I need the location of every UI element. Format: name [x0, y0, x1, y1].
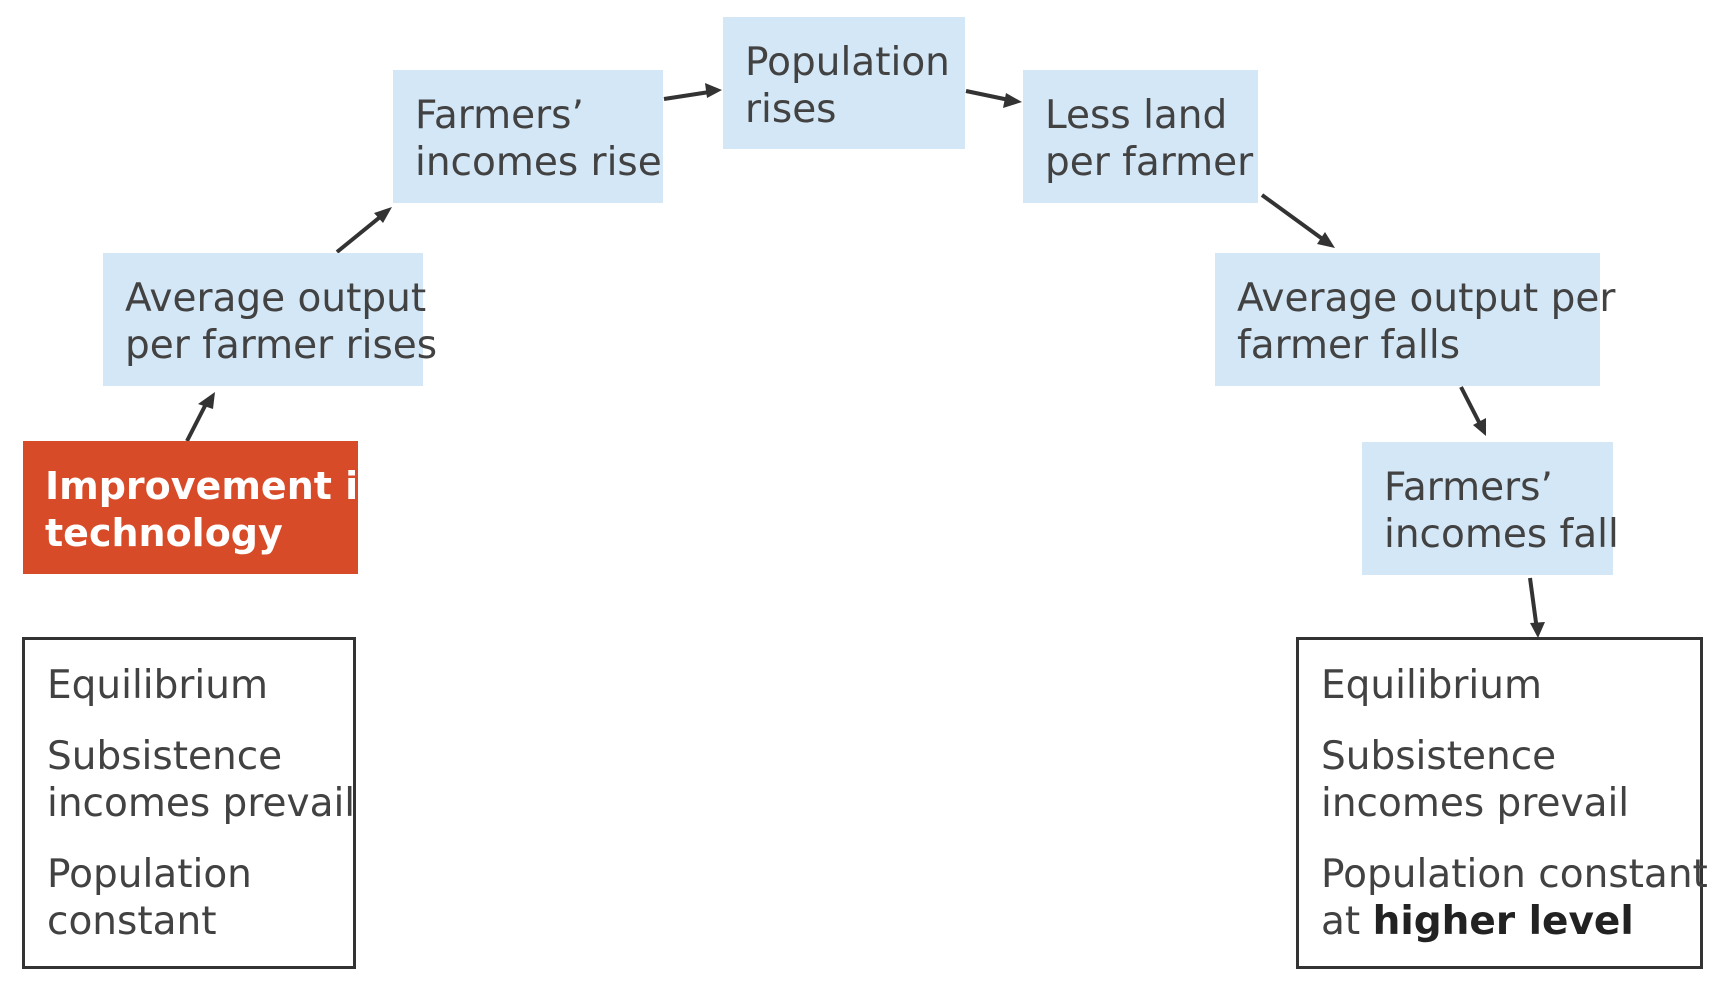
arrow-output-falls-to-incomes-fall — [1459, 386, 1484, 429]
step-incomes-rise-line-2: incomes rise — [415, 140, 662, 185]
step-incomes-rise-box: Farmers’ incomes rise — [393, 70, 663, 203]
spacer — [1321, 827, 1680, 851]
arrowhead-4 — [1003, 93, 1022, 108]
equilibrium-left-population-2: constant — [47, 899, 217, 944]
step-incomes-fall-line-2: incomes fall — [1384, 512, 1619, 557]
step-incomes-rise-line-1: Farmers’ — [415, 93, 584, 138]
equilibrium-right-subsistence-1: Subsistence — [1321, 734, 1557, 779]
step-less-land-line-2: per farmer — [1045, 140, 1254, 185]
step-output-rises-box: Average output per farmer rises — [103, 253, 438, 386]
step-less-land-box: Less land per farmer — [1023, 70, 1258, 203]
step-population-rises-box: Population rises — [723, 17, 965, 149]
trigger-line-2: technology — [45, 511, 283, 555]
trigger-line-1: Improvement in — [45, 464, 386, 508]
step-incomes-fall-box: Farmers’ incomes fall — [1362, 442, 1619, 575]
equilibrium-right-box: Equilibrium Subsistence incomes prevail … — [1296, 637, 1708, 969]
equilibrium-left-population-1: Population — [47, 852, 252, 897]
arrowhead-5 — [1317, 232, 1335, 248]
arrowhead-6 — [1473, 418, 1486, 436]
spacer — [1321, 709, 1680, 733]
step-population-rises-line-1: Population — [745, 40, 950, 85]
step-population-rises-line-2: rises — [745, 87, 837, 132]
arrow-land-to-output-falls — [1260, 193, 1330, 245]
equilibrium-right-population-1: Population constant — [1321, 852, 1708, 897]
equilibrium-left-subsistence-1: Subsistence — [47, 734, 283, 779]
step-output-falls-line-1: Average output per — [1237, 276, 1616, 321]
arrow-output-to-incomes — [335, 211, 387, 254]
equilibrium-right-title: Equilibrium — [1321, 663, 1542, 708]
arrowhead-1 — [198, 392, 215, 409]
step-output-rises-line-2: per farmer rises — [125, 323, 438, 368]
step-output-falls-line-2: farmer falls — [1237, 323, 1461, 368]
step-less-land-line-1: Less land — [1045, 93, 1228, 138]
equilibrium-right-population-emphasis: higher level — [1372, 899, 1634, 944]
equilibrium-left-subsistence-2: incomes prevail — [47, 781, 356, 826]
equilibrium-right-population-2: at higher level — [1321, 898, 1680, 945]
arrowhead-7 — [1530, 622, 1545, 638]
equilibrium-left-title: Equilibrium — [47, 663, 268, 708]
equilibrium-left-box: Equilibrium Subsistence incomes prevail … — [22, 637, 356, 969]
spacer — [47, 709, 333, 733]
arrowhead-2 — [374, 207, 392, 223]
arrowhead-3 — [705, 83, 722, 98]
spacer — [47, 827, 333, 851]
equilibrium-right-population-prefix: at — [1321, 899, 1373, 944]
equilibrium-right-subsistence-2: incomes prevail — [1321, 781, 1630, 826]
step-output-falls-box: Average output per farmer falls — [1215, 253, 1616, 386]
arrow-technology-to-output — [185, 399, 210, 442]
trigger-technology-box: Improvement in technology — [23, 441, 386, 574]
step-output-rises-line-1: Average output — [125, 276, 427, 321]
arrow-incomes-fall-to-equilibrium — [1528, 577, 1539, 631]
step-incomes-fall-line-1: Farmers’ — [1384, 465, 1553, 510]
